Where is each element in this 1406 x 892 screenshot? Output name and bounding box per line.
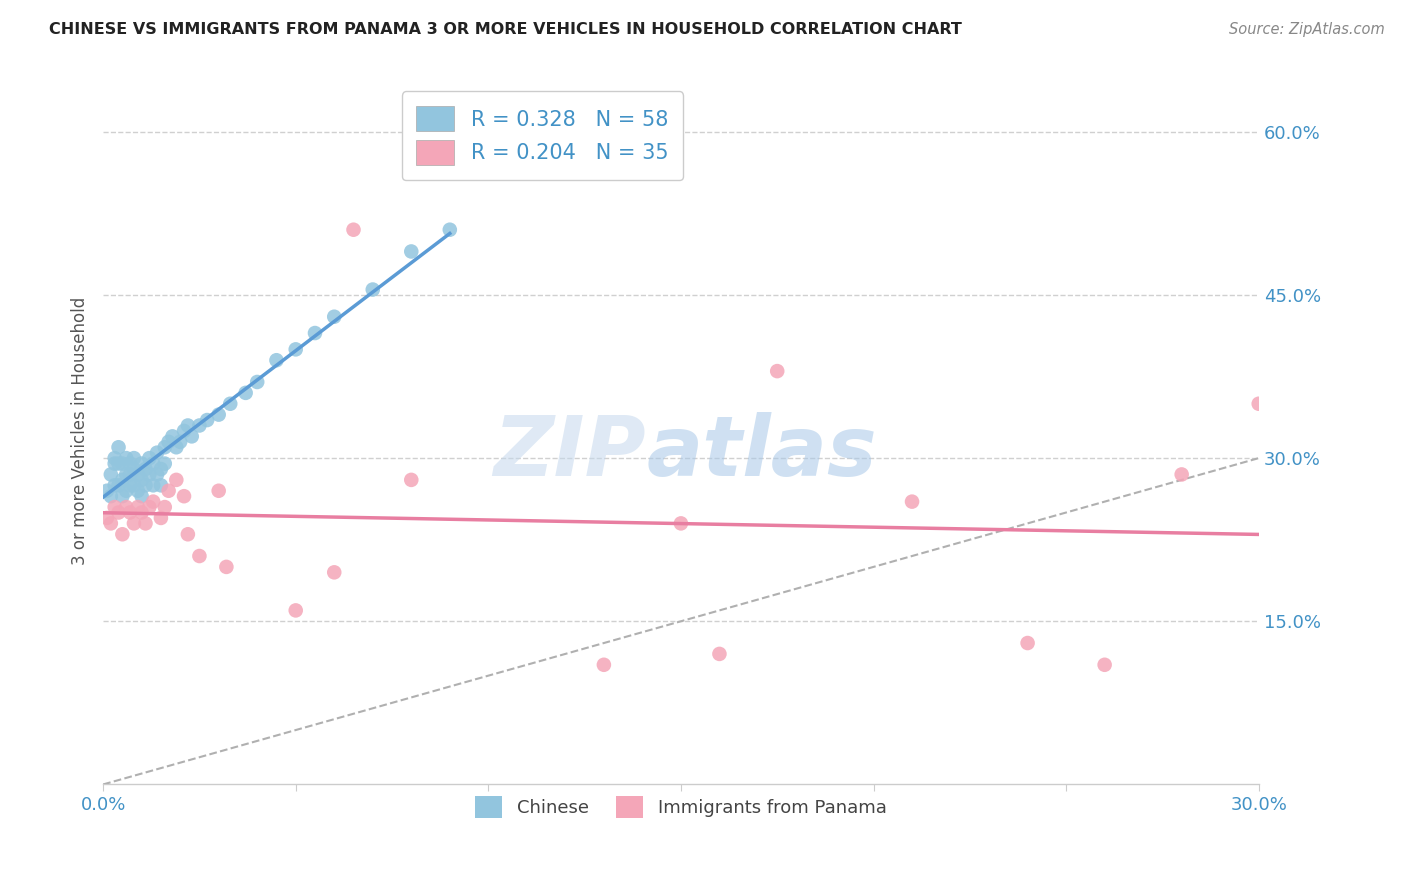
Point bbox=[122, 451, 145, 466]
Point bbox=[131, 473, 153, 487]
Point bbox=[131, 457, 153, 471]
Legend: Chinese, Immigrants from Panama: Chinese, Immigrants from Panama bbox=[468, 789, 894, 825]
Point bbox=[177, 418, 200, 433]
Point bbox=[131, 489, 153, 503]
Point bbox=[100, 467, 122, 482]
Point bbox=[165, 473, 187, 487]
Point bbox=[153, 457, 176, 471]
Point bbox=[115, 451, 138, 466]
Point bbox=[100, 516, 122, 531]
Point bbox=[323, 566, 346, 580]
Point bbox=[142, 478, 165, 492]
Point bbox=[115, 500, 138, 514]
Point bbox=[901, 494, 924, 508]
Point bbox=[1170, 467, 1192, 482]
Point bbox=[153, 500, 176, 514]
Point bbox=[208, 483, 231, 498]
Point bbox=[284, 603, 307, 617]
Point bbox=[342, 223, 364, 237]
Point bbox=[180, 429, 202, 443]
Point bbox=[111, 473, 134, 487]
Point bbox=[138, 451, 160, 466]
Point bbox=[162, 429, 184, 443]
Point bbox=[127, 483, 149, 498]
Point bbox=[208, 408, 231, 422]
Point bbox=[215, 560, 238, 574]
Point bbox=[134, 516, 156, 531]
Point bbox=[122, 462, 145, 476]
Point bbox=[235, 385, 257, 400]
Point bbox=[401, 244, 423, 259]
Point bbox=[111, 527, 134, 541]
Point bbox=[1247, 397, 1270, 411]
Point bbox=[111, 489, 134, 503]
Point bbox=[146, 445, 169, 459]
Point bbox=[134, 462, 156, 476]
Point bbox=[709, 647, 731, 661]
Point bbox=[107, 506, 129, 520]
Point bbox=[157, 483, 180, 498]
Point bbox=[1017, 636, 1039, 650]
Point bbox=[304, 326, 326, 340]
Point bbox=[134, 478, 156, 492]
Point bbox=[246, 375, 269, 389]
Point bbox=[96, 511, 118, 525]
Text: atlas: atlas bbox=[647, 411, 877, 492]
Point bbox=[104, 451, 127, 466]
Point bbox=[127, 500, 149, 514]
Text: ZIP: ZIP bbox=[494, 411, 647, 492]
Point bbox=[173, 489, 195, 503]
Text: CHINESE VS IMMIGRANTS FROM PANAMA 3 OR MORE VEHICLES IN HOUSEHOLD CORRELATION CH: CHINESE VS IMMIGRANTS FROM PANAMA 3 OR M… bbox=[49, 22, 962, 37]
Point bbox=[111, 457, 134, 471]
Point bbox=[165, 440, 187, 454]
Point bbox=[131, 506, 153, 520]
Point bbox=[439, 223, 461, 237]
Point bbox=[177, 527, 200, 541]
Point bbox=[1094, 657, 1116, 672]
Point bbox=[149, 478, 172, 492]
Point bbox=[104, 478, 127, 492]
Point bbox=[138, 500, 160, 514]
Point bbox=[142, 494, 165, 508]
Point bbox=[188, 418, 211, 433]
Point bbox=[323, 310, 346, 324]
Point bbox=[593, 657, 616, 672]
Point bbox=[669, 516, 692, 531]
Point bbox=[122, 478, 145, 492]
Point bbox=[104, 500, 127, 514]
Point bbox=[149, 462, 172, 476]
Point bbox=[96, 483, 118, 498]
Point bbox=[361, 283, 384, 297]
Y-axis label: 3 or more Vehicles in Household: 3 or more Vehicles in Household bbox=[72, 297, 89, 565]
Point bbox=[401, 473, 423, 487]
Point bbox=[107, 440, 129, 454]
Point bbox=[127, 467, 149, 482]
Point bbox=[107, 457, 129, 471]
Point bbox=[107, 478, 129, 492]
Point bbox=[153, 440, 176, 454]
Point bbox=[195, 413, 218, 427]
Point bbox=[173, 424, 195, 438]
Point bbox=[266, 353, 288, 368]
Point bbox=[120, 478, 142, 492]
Point bbox=[115, 483, 138, 498]
Point bbox=[284, 343, 307, 357]
Point bbox=[104, 457, 127, 471]
Text: Source: ZipAtlas.com: Source: ZipAtlas.com bbox=[1229, 22, 1385, 37]
Point bbox=[115, 467, 138, 482]
Point bbox=[169, 434, 191, 449]
Point bbox=[766, 364, 789, 378]
Point bbox=[146, 467, 169, 482]
Point bbox=[138, 467, 160, 482]
Point bbox=[149, 511, 172, 525]
Point bbox=[122, 516, 145, 531]
Point bbox=[157, 434, 180, 449]
Point bbox=[219, 397, 242, 411]
Point bbox=[120, 457, 142, 471]
Point bbox=[120, 506, 142, 520]
Point bbox=[142, 457, 165, 471]
Point bbox=[120, 467, 142, 482]
Point bbox=[188, 549, 211, 563]
Point bbox=[100, 489, 122, 503]
